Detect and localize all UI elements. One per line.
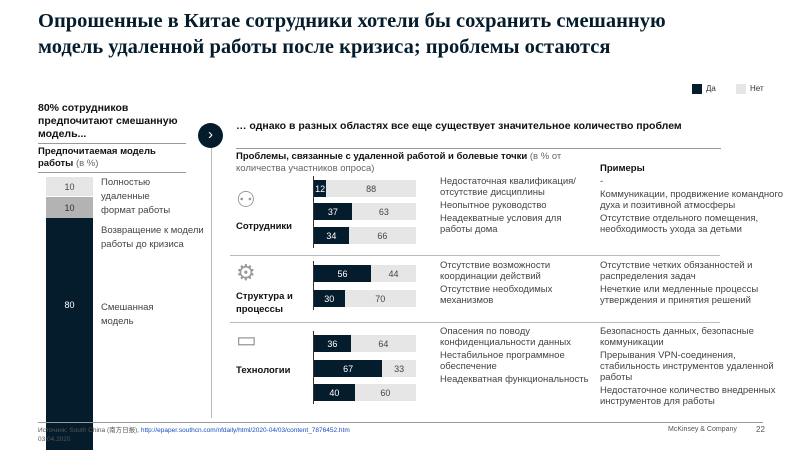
problems-item: Отсутствие возможности координации дейст… [440,260,551,282]
problems-item: Неадекватные условия для работы дома [440,213,562,235]
laptop-icon: ▭ [236,327,257,352]
examples-item: Коммуникации, продвижение командного дух… [600,189,784,211]
source-text: Источник: South China (南方日报), [38,427,140,434]
bar-no: 64 [350,335,416,352]
bar-row: 12 88 [314,180,416,197]
problems-item: Нестабильное программное обеспечение [440,350,565,372]
examples-group: Отсутствие четких обязанностей и распред… [600,260,795,306]
bar-no: 66 [348,227,416,244]
page-number: 22 [756,425,765,434]
examples-item: Отсутствие отдельного помещения, необход… [600,213,759,235]
problems-item: Неопытное руководство [440,200,547,211]
vertical-divider [211,148,212,418]
bar-row: 36 64 [314,335,416,352]
group-label-technology: Технологии [236,365,291,376]
legend-label: Нет [750,84,764,93]
right-headline: … однако в разных областях все еще сущес… [236,120,682,132]
group-label-employees: Сотрудники [236,221,293,232]
examples-item: Безопасность данных, безопасные коммуник… [600,326,754,348]
examples-item: Недостаточное количество внедренных инст… [600,385,776,407]
left-headline: 80% сотрудников предпочитают смешанную м… [38,102,178,140]
subtitle-text: Предпочитаемая модель работы [38,146,156,169]
bar-row: 37 63 [314,203,416,220]
subtitle-text: Проблемы, связанные с удаленной работой … [236,151,528,162]
divider [230,322,720,323]
page-title: Опрошенные в Китае сотрудники хотели бы … [38,10,666,58]
source-date: 03.04.2020 [38,436,71,443]
brand-label: McKinsey & Company [668,426,737,433]
bar-yes: 37 [314,203,352,220]
bar-no: 63 [351,203,416,220]
bar-yes: 40 [314,384,355,401]
unit-text: (в % от количества участников опроса) [236,151,562,174]
examples-header: Примеры [600,163,645,174]
structure-gear-icon: ⚙ [236,260,256,285]
segment-label-remote: Полностью удаленные формат работы [101,177,171,216]
bar-row: 34 66 [314,227,416,244]
examples-item: - [600,176,604,187]
legend-yes: Да [692,84,716,94]
right-subtitle: Проблемы, связанные с удаленной работой … [236,151,591,175]
segment-hybrid: 80 [46,218,93,450]
examples-group: Безопасность данных, безопасные коммуник… [600,326,795,407]
examples-item: Отсутствие четких обязанностей и распред… [600,260,753,282]
source-link[interactable]: http://epaper.southcn.com/nfdaily/html/2… [140,427,350,434]
bar-axis [313,261,314,310]
segment-label-hybrid: Смешанная модель [101,302,154,327]
legend-swatch-yes [692,84,702,94]
bar-row: 40 60 [314,384,416,401]
bar-yes: 34 [314,227,349,244]
examples-item: Нечеткие или медленные процессы утвержде… [600,284,759,306]
problems-item: Неадекватная функциональность [440,374,589,385]
bar-row: 56 44 [314,265,416,282]
bar-yes: 12 [314,180,327,197]
group-label-structure: Структура и процессы [236,291,293,315]
divider [38,172,186,173]
bar-no: 88 [326,180,416,197]
examples-item: Прерывания VPN-соединения, стабильность … [600,350,774,383]
divider [236,148,721,149]
bar-row: 30 70 [314,290,416,307]
people-icon: ⚇ [236,187,256,212]
segment-label-return: Возвращение к модели работы до кризиса [101,225,204,250]
divider [38,143,186,144]
bar-no: 70 [344,290,416,307]
legend-label: Да [706,84,716,93]
footer-divider [38,422,763,423]
bar-yes: 67 [314,360,383,377]
problems-item: Недостаточная квалификация/ отсутствие д… [440,176,576,198]
bar-yes: 56 [314,265,372,282]
divider [230,255,720,256]
problems-item: Отсутствие необходимых механизмов [440,284,553,306]
examples-group: - Коммуникации, продвижение командного ду… [600,176,795,235]
bar-axis [313,331,314,404]
unit-text: (в %) [75,158,99,169]
chevron-right-icon: › [198,123,223,148]
segment-remote: 10 [46,177,93,197]
legend-swatch-no [736,84,746,94]
bar-no: 44 [371,265,416,282]
problems-group: Отсутствие возможности координации дейст… [440,260,595,306]
problems-group: Опасения по поводу конфиденциальности да… [440,326,595,385]
bar-yes: 36 [314,335,351,352]
legend-no: Нет [736,84,764,94]
bar-yes: 30 [314,290,345,307]
segment-return: 10 [46,197,93,218]
problems-item: Опасения по поводу конфиденциальности да… [440,326,571,348]
bar-axis [313,176,314,248]
bar-no: 60 [354,384,416,401]
bar-row: 67 33 [314,360,416,377]
source-note: Источник: South China (南方日报), http://epa… [38,426,350,444]
bar-no: 33 [382,360,416,377]
problems-group: Недостаточная квалификация/ отсутствие д… [440,176,595,235]
left-subtitle: Предпочитаемая модель работы (в %) [38,146,188,170]
